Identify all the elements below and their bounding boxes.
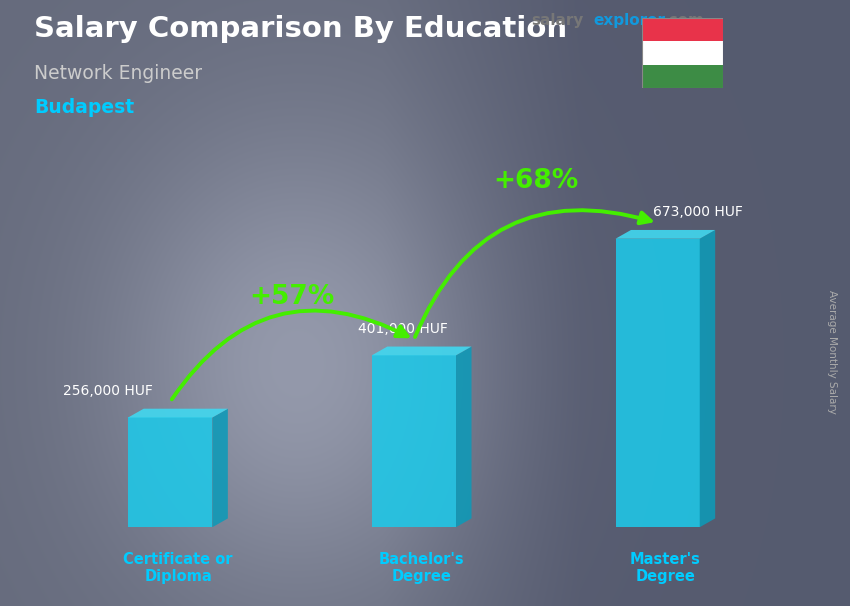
Bar <box>642 65 722 88</box>
Polygon shape <box>700 230 715 527</box>
Bar <box>642 41 722 65</box>
Text: salary: salary <box>531 13 584 28</box>
Text: Network Engineer: Network Engineer <box>34 64 202 82</box>
Polygon shape <box>371 347 472 355</box>
Text: Certificate or
Diploma: Certificate or Diploma <box>123 552 233 584</box>
Text: Budapest: Budapest <box>34 98 134 117</box>
Text: explorer: explorer <box>593 13 666 28</box>
Text: 673,000 HUF: 673,000 HUF <box>653 205 742 219</box>
Polygon shape <box>456 347 472 527</box>
Polygon shape <box>128 418 212 527</box>
Text: Bachelor's
Degree: Bachelor's Degree <box>379 552 464 584</box>
Bar <box>642 18 722 41</box>
Text: 256,000 HUF: 256,000 HUF <box>63 384 153 398</box>
Polygon shape <box>212 408 228 527</box>
Polygon shape <box>615 230 715 239</box>
Text: 401,000 HUF: 401,000 HUF <box>358 322 448 336</box>
Text: +57%: +57% <box>249 284 335 310</box>
Text: Master's
Degree: Master's Degree <box>630 552 700 584</box>
Text: Salary Comparison By Education: Salary Comparison By Education <box>34 15 567 43</box>
Text: +68%: +68% <box>493 168 578 194</box>
Polygon shape <box>371 355 456 527</box>
Polygon shape <box>128 408 228 418</box>
Polygon shape <box>615 239 700 527</box>
Text: .com: .com <box>664 13 705 28</box>
Text: Average Monthly Salary: Average Monthly Salary <box>827 290 837 413</box>
